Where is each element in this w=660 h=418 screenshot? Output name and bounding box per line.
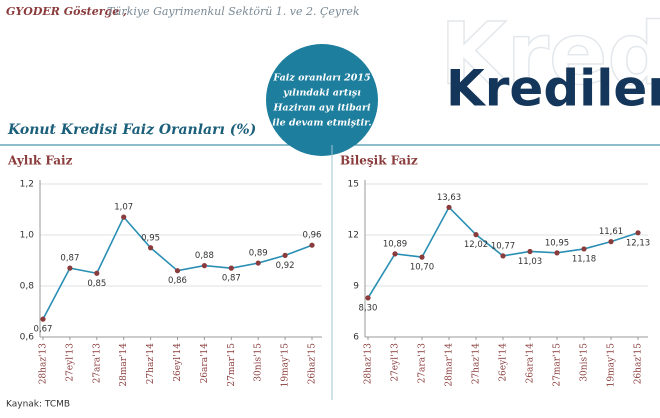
y-tick-label: 1,2 (20, 180, 34, 190)
x-tick-label: 28mar'14 (445, 343, 455, 387)
value-label: 0,86 (168, 276, 187, 286)
point (419, 254, 425, 260)
x-tick-label: 27eyl'13 (391, 343, 401, 382)
value-label: 10,70 (410, 263, 434, 273)
x-tick-label: 27haz'14 (472, 343, 482, 385)
value-label: 0,88 (195, 251, 214, 261)
point (201, 263, 207, 269)
value-label: 0,89 (249, 249, 268, 259)
x-tick-label: 28haz'13 (364, 343, 374, 385)
point (527, 248, 533, 255)
value-label: 8,30 (359, 303, 378, 313)
x-tick-label: 19may'15 (281, 343, 291, 388)
point (554, 250, 560, 256)
x-tick-label: 28haz'13 (39, 343, 49, 385)
value-label: 0,87 (60, 254, 79, 264)
value-label: 11,61 (599, 227, 623, 237)
value-label: 10,77 (491, 241, 515, 251)
point (255, 260, 261, 266)
point (148, 245, 154, 251)
x-tick-label: 30nis'15 (254, 343, 264, 382)
note-line: Haziran ayı itibari (272, 103, 371, 114)
value-label: 0,92 (276, 261, 295, 271)
point (635, 230, 641, 236)
point (94, 270, 100, 276)
x-tick-label: 19may'15 (607, 343, 617, 388)
point (228, 265, 234, 271)
y-tick-label: 12 (348, 231, 359, 241)
point (392, 251, 398, 257)
y-tick-label: 1,0 (20, 231, 35, 241)
value-label: 13,63 (437, 193, 461, 203)
note: Faiz oranları 2015 yılındaki artışı Hazira… (272, 73, 371, 129)
point (446, 204, 452, 210)
value-label: 0,67 (34, 325, 53, 335)
value-label: 11,18 (572, 254, 596, 264)
x-tick-label: 27eyl'13 (65, 343, 75, 382)
point (174, 268, 181, 274)
point (282, 252, 288, 258)
point (121, 214, 127, 220)
value-label: 12,02 (464, 240, 488, 250)
value-label: 10,95 (545, 238, 569, 248)
y-tick-label: 9 (353, 282, 359, 292)
y-tick-label: 0,8 (20, 282, 35, 292)
value-label: 10,89 (383, 239, 407, 249)
x-tick-label: 26haz'15 (634, 343, 644, 385)
source: Kaynak: TCMB (6, 400, 70, 410)
point (500, 253, 506, 259)
line (367, 205, 639, 299)
chart-title: Bileşik Faiz (340, 154, 418, 168)
value-label: 11,03 (518, 257, 542, 267)
x-tick-label: 27mar'15 (227, 343, 237, 387)
x-tick-label: 26ara'14 (526, 343, 536, 384)
x-tick-label: 28mar'14 (119, 343, 129, 387)
x-tick-label: 27haz'14 (146, 343, 156, 385)
point (581, 246, 587, 252)
y-tick-label: 6 (353, 333, 359, 343)
point (309, 242, 315, 248)
note-bubble (266, 44, 378, 156)
note-line: yılındaki artışı (282, 88, 361, 99)
page-title: Krediler (446, 60, 660, 118)
value-label: 1,07 (114, 203, 133, 213)
note-line: ile devam etmiştir. (272, 118, 371, 129)
x-tick-label: 27mar'15 (553, 343, 563, 387)
section-title: Konut Kredisi Faiz Oranları (%) (7, 122, 256, 138)
value-label: 0,87 (222, 274, 241, 284)
x-tick-label: 27ara'13 (418, 343, 428, 384)
x-tick-label: 27ara'13 (92, 343, 102, 384)
subtitle: Türkiye Gayrimenkul Sektörü 1. ve 2. Çey… (107, 5, 360, 18)
brand: GYODER Gösterge , (6, 5, 127, 18)
point (67, 265, 73, 271)
value-label: 12,13 (626, 238, 650, 248)
x-tick-label: 26eyl'14 (499, 343, 509, 382)
value-label: 0,96 (303, 231, 322, 241)
x-tick-label: 30nis'15 (580, 343, 590, 382)
chart-title: Aylık Faiz (7, 154, 73, 168)
title-watermark: Krediler (440, 4, 660, 104)
x-tick-label: 26eyl'14 (173, 343, 183, 382)
note-line: Faiz oranları 2015 (272, 73, 371, 84)
point (473, 232, 479, 238)
y-tick-label: 0,6 (20, 333, 35, 343)
point (365, 295, 371, 301)
y-tick-label: 15 (348, 180, 359, 190)
x-tick-label: 26ara'14 (200, 343, 210, 384)
point (40, 316, 46, 322)
value-label: 0,85 (87, 279, 106, 289)
value-label: 0,95 (141, 233, 160, 243)
x-tick-label: 26haz'15 (308, 343, 318, 385)
point (608, 239, 614, 245)
